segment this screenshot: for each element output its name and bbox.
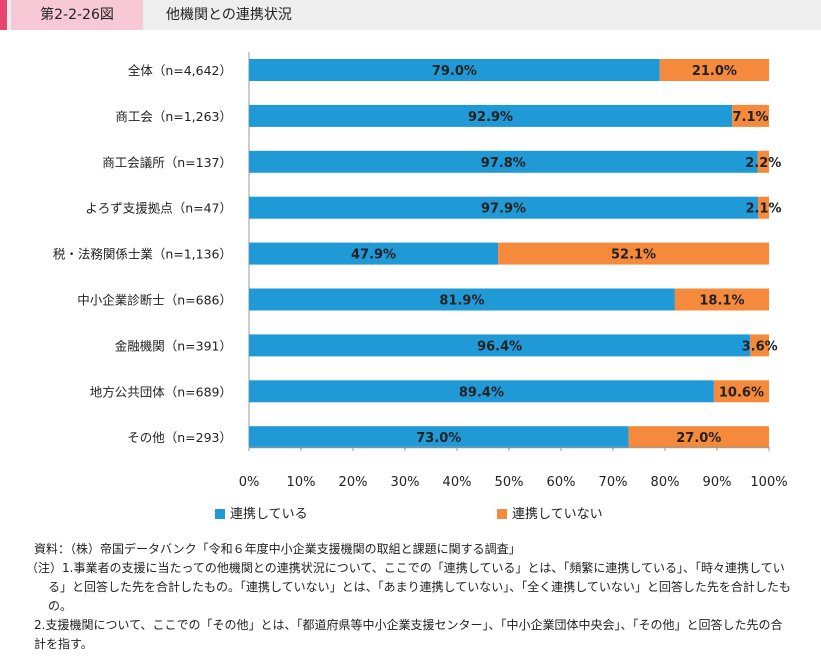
bar-segment-connected <box>249 334 751 357</box>
data-label: 79.0% <box>432 64 477 79</box>
category-label: 商工会議所（n=137） <box>102 155 232 170</box>
bar-segment-not-connected <box>750 334 769 357</box>
data-label: 89.4% <box>459 385 504 400</box>
x-tick-label: 50% <box>495 475 524 490</box>
data-label: 21.0% <box>692 64 737 79</box>
data-label: 47.9% <box>351 248 396 263</box>
bar-segment-not-connected <box>713 380 769 403</box>
data-label: 92.9% <box>468 110 513 125</box>
bar-segment-connected <box>249 104 733 127</box>
bar-segment-not-connected <box>757 150 769 173</box>
header-accent-bar <box>0 0 7 30</box>
legend-label: 連携している <box>230 506 308 522</box>
category-label: 地方公共団体（n=689） <box>90 384 232 399</box>
x-tick-label: 100% <box>750 475 787 490</box>
x-tick-label: 20% <box>339 475 368 490</box>
figure-title: 他機関との連携状況 <box>166 7 292 23</box>
x-tick-label: 0% <box>239 475 260 490</box>
bar-segment-connected <box>249 242 499 265</box>
data-label: 18.1% <box>699 294 744 309</box>
bar-segment-connected <box>249 380 714 403</box>
data-label: 27.0% <box>676 431 721 446</box>
note-2: 2.支援機関について、ここでの「その他」とは、「都道府県等中小企業支援センター」… <box>34 618 783 651</box>
note-1: （注）1.事業者の支援に当たっての他機関との連携状況について、ここでの「連携して… <box>26 561 791 613</box>
data-label: 2.2% <box>745 156 781 171</box>
x-tick-label: 40% <box>443 475 472 490</box>
category-label: よろず支援拠点（n=47） <box>85 201 232 216</box>
bar-segment-not-connected <box>659 59 769 81</box>
x-tick-label: 80% <box>651 475 680 490</box>
data-label: 10.6% <box>719 385 764 400</box>
data-label: 73.0% <box>416 431 461 446</box>
data-label: 97.8% <box>481 156 526 171</box>
category-label: 全体（n=4,642） <box>128 63 232 78</box>
notes-section: 資料：（株）帝国データバンク「令和６年度中小企業支援機関の取組と課題に関する調査… <box>26 540 794 654</box>
bar-segment-not-connected <box>758 196 769 219</box>
bar-segment-not-connected <box>628 426 769 449</box>
bar-segment-connected <box>249 196 759 219</box>
category-label: 商工会（n=1,263） <box>115 109 232 124</box>
x-tick-label: 10% <box>287 475 316 490</box>
stacked-bar-chart: 全体（n=4,642） 79.0% 21.0% 商工会（n=1,263） 92.9% 7.… <box>53 52 788 522</box>
bar-segment-not-connected <box>732 104 769 127</box>
bar-segment-connected <box>249 150 758 173</box>
category-label: 金融機関（n=391） <box>115 338 232 353</box>
bar-segment-connected <box>249 288 675 311</box>
legend-label: 連携していない <box>512 506 603 522</box>
data-label: 3.6% <box>742 339 778 354</box>
category-label: 税・法務関係士業（n=1,136） <box>53 247 232 262</box>
x-tick-label: 30% <box>391 475 420 490</box>
legend-swatch <box>215 509 225 519</box>
figure-header: 第2-2-26図 他機関との連携状況 <box>0 0 821 30</box>
data-label: 7.1% <box>733 110 769 125</box>
data-label: 81.9% <box>439 294 484 309</box>
data-label: 52.1% <box>611 248 656 263</box>
category-label: その他（n=293） <box>127 430 232 445</box>
x-tick-label: 60% <box>547 475 576 490</box>
data-label: 2.1% <box>746 202 782 217</box>
bar-segment-connected <box>249 426 629 449</box>
bar-segment-not-connected <box>498 242 769 265</box>
data-label: 97.9% <box>481 202 526 217</box>
category-label: 中小企業診断士（n=686） <box>77 293 232 308</box>
data-label: 96.4% <box>477 339 522 354</box>
bar-segment-connected <box>249 59 660 81</box>
x-tick-label: 70% <box>599 475 628 490</box>
bar-segment-not-connected <box>674 288 769 311</box>
figure-number: 第2-2-26図 <box>11 0 143 30</box>
legend-swatch <box>497 509 507 519</box>
x-tick-label: 90% <box>703 475 732 490</box>
source-note: 資料：（株）帝国データバンク「令和６年度中小企業支援機関の取組と課題に関する調査… <box>34 542 521 556</box>
